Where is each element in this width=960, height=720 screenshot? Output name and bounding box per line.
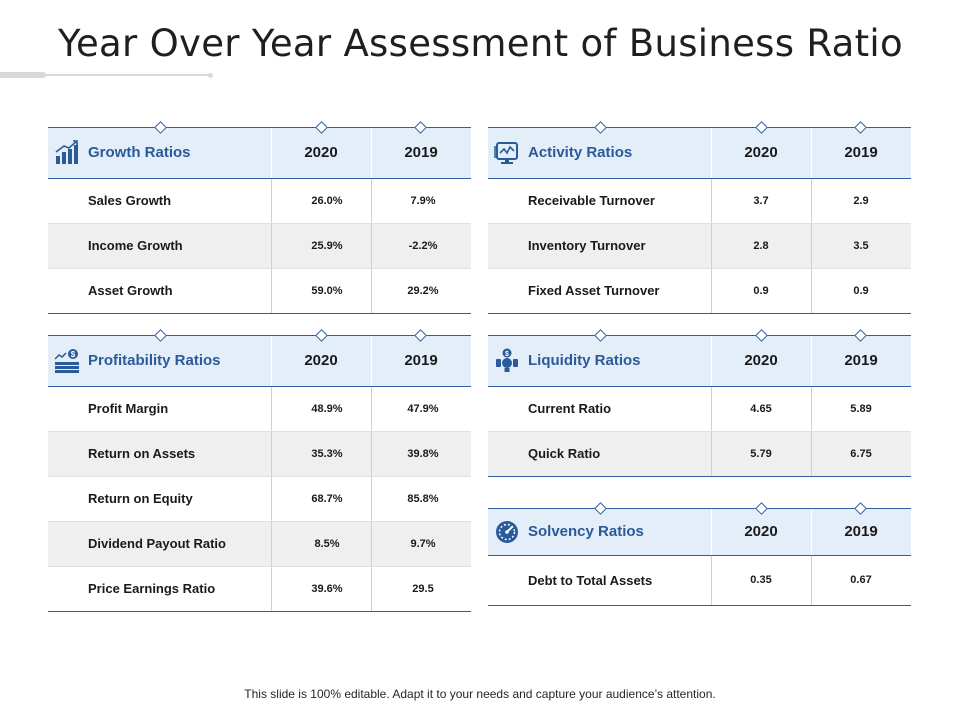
value-2020: 8.5%: [314, 538, 340, 550]
value-2020: 0.35: [750, 574, 772, 586]
footer-note: This slide is 100% editable. Adapt it to…: [244, 687, 716, 701]
table-title: Solvency Ratios: [528, 523, 644, 540]
value-2020: 59.0%: [311, 285, 343, 297]
value-2019: 39.8%: [407, 448, 439, 460]
value-2019: 47.9%: [407, 403, 439, 415]
activity-ratios-table: Activity Ratios 2020 2019 Receivable Tur…: [488, 121, 911, 314]
value-2019: 0.67: [850, 574, 872, 586]
value-2019: 0.9: [853, 285, 869, 297]
value-2020: 68.7%: [311, 493, 343, 505]
monitor-activity-icon: [494, 142, 518, 164]
year-2020-header: 2020: [744, 523, 778, 540]
table-row: Return on Assets 35.3% 39.8%: [48, 432, 471, 477]
table-row: Income Growth 25.9% -2.2%: [48, 224, 471, 269]
table-header: $ Profitability Ratios 2020 2019: [48, 329, 471, 387]
row-label: Income Growth: [88, 238, 183, 253]
table-header: $ Liquidity Ratios 2020 2019: [488, 329, 911, 387]
value-2020: 0.9: [753, 285, 769, 297]
table-row: Quick Ratio 5.79 6.75: [488, 432, 911, 477]
year-2020-header: 2020: [304, 144, 338, 161]
row-label: Price Earnings Ratio: [88, 581, 216, 596]
year-2020-header: 2020: [744, 352, 778, 369]
page-title: Year Over Year Assessment of Business Ra…: [58, 22, 903, 65]
year-2019-header: 2019: [844, 144, 878, 161]
value-2020: 48.9%: [311, 403, 343, 415]
value-2019: 85.8%: [407, 493, 439, 505]
table-header: Activity Ratios 2020 2019: [488, 121, 911, 179]
year-2019-header: 2019: [404, 352, 438, 369]
table-row: Price Earnings Ratio 39.6% 29.5: [48, 567, 471, 612]
row-label: Current Ratio: [528, 401, 612, 416]
row-label: Debt to Total Assets: [528, 573, 653, 588]
value-2019: 2.9: [853, 195, 869, 207]
year-2020-header: 2020: [744, 144, 778, 161]
table-row: Debt to Total Assets 0.35 0.67: [488, 556, 911, 606]
table-row: Inventory Turnover 2.8 3.5: [488, 224, 911, 269]
table-header: Solvency Ratios 2020 2019: [488, 502, 911, 556]
value-2019: -2.2%: [408, 240, 438, 252]
year-2019-header: 2019: [844, 523, 878, 540]
row-label: Quick Ratio: [528, 446, 601, 461]
table-title: Liquidity Ratios: [528, 352, 641, 369]
table-title: Activity Ratios: [528, 144, 633, 161]
svg-text:$: $: [505, 351, 509, 358]
table-row: Receivable Turnover 3.7 2.9: [488, 179, 911, 224]
title-underline-dot: [208, 73, 213, 78]
profitability-ratios-table: $ Profitability Ratios 2020 2019 Profit …: [48, 329, 471, 612]
svg-text:$: $: [71, 350, 76, 359]
row-label: Fixed Asset Turnover: [528, 283, 660, 298]
year-2019-header: 2019: [404, 144, 438, 161]
value-2020: 2.8: [753, 240, 769, 252]
table-row: Sales Growth 26.0% 7.9%: [48, 179, 471, 224]
row-label: Asset Growth: [88, 283, 173, 298]
table-row: Fixed Asset Turnover 0.9 0.9: [488, 269, 911, 314]
value-2020: 25.9%: [311, 240, 343, 252]
row-label: Inventory Turnover: [528, 238, 646, 253]
value-2019: 5.89: [850, 403, 872, 415]
value-2019: 9.7%: [410, 538, 436, 550]
value-2019: 29.2%: [407, 285, 439, 297]
row-label: Return on Equity: [88, 491, 193, 506]
table-header: Growth Ratios 2020 2019: [48, 121, 471, 179]
row-label: Receivable Turnover: [528, 193, 655, 208]
value-2020: 5.79: [750, 448, 772, 460]
table-row: Dividend Payout Ratio 8.5% 9.7%: [48, 522, 471, 567]
speedometer-icon: [496, 521, 518, 543]
table-title: Profitability Ratios: [88, 352, 221, 369]
solvency-ratios-table: Solvency Ratios 2020 2019 Debt to Total …: [488, 502, 911, 606]
value-2019: 7.9%: [410, 195, 436, 207]
row-label: Return on Assets: [88, 446, 196, 461]
row-label: Sales Growth: [88, 193, 172, 208]
value-2019: 29.5: [412, 583, 434, 595]
value-2020: 39.6%: [311, 583, 343, 595]
value-2019: 3.5: [853, 240, 869, 252]
table-row: Current Ratio 4.65 5.89: [488, 387, 911, 432]
year-2019-header: 2019: [844, 352, 878, 369]
value-2020: 3.7: [753, 195, 769, 207]
value-2020: 4.65: [750, 403, 772, 415]
year-2020-header: 2020: [304, 352, 338, 369]
table-row: Profit Margin 48.9% 47.9%: [48, 387, 471, 432]
row-label: Dividend Payout Ratio: [88, 536, 226, 551]
bar-chart-growth-icon: [55, 140, 78, 164]
table-title: Growth Ratios: [88, 144, 191, 161]
value-2020: 35.3%: [311, 448, 343, 460]
growth-ratios-table: Growth Ratios 2020 2019 Sales Growth 26.…: [48, 121, 471, 314]
liquidity-ratios-table: $ Liquidity Ratios 2020 2019 Current Rat…: [488, 329, 911, 477]
money-stack-icon: $: [54, 349, 79, 373]
table-row: Asset Growth 59.0% 29.2%: [48, 269, 471, 314]
table-row: Return on Equity 68.7% 85.8%: [48, 477, 471, 522]
money-bulb-icon: $: [496, 348, 518, 372]
value-2019: 6.75: [850, 448, 872, 460]
row-label: Profit Margin: [88, 401, 169, 416]
title-underline: [0, 74, 212, 76]
value-2020: 26.0%: [311, 195, 343, 207]
